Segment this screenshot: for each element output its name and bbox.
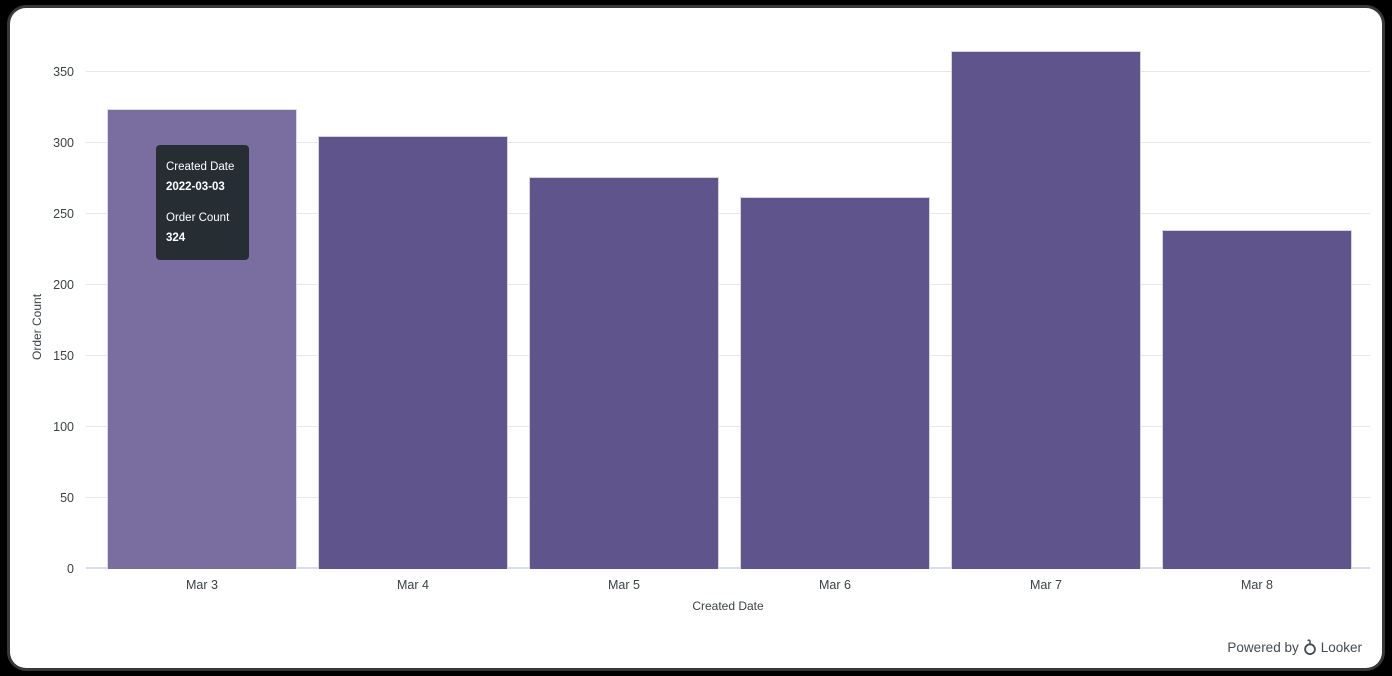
gridline <box>86 284 1370 286</box>
gridline <box>86 355 1370 357</box>
tooltip-field2-label: Order Count <box>166 212 230 224</box>
gridline <box>86 426 1370 428</box>
y-tick-label: 50 <box>60 491 74 506</box>
x-axis-baseline <box>86 567 1370 569</box>
gridline <box>86 497 1370 499</box>
y-tick-label: 100 <box>53 420 74 435</box>
x-tick-label: Mar 5 <box>608 578 640 592</box>
powered-by-looker-link[interactable]: Powered by Looker <box>1227 639 1362 656</box>
x-axis-title: Created Date <box>692 599 764 613</box>
tooltip-field2-value: 324 <box>166 232 186 244</box>
gridline <box>86 71 1370 73</box>
bar-mar-6[interactable] <box>740 197 930 569</box>
chart-card: Order Count 0 50 100 150 200 250 300 350 Mar 3 Ma… <box>10 8 1382 668</box>
gridline <box>86 213 1370 215</box>
looker-brand-text: Looker <box>1320 640 1362 655</box>
x-tick-label: Mar 3 <box>186 578 218 592</box>
plot-area: 0 50 100 150 200 250 300 350 Mar 3 Mar 4 Mar 5 Mar … <box>53 48 1370 592</box>
x-tick-label: Mar 7 <box>1030 578 1062 592</box>
bar-mar-5[interactable] <box>529 177 719 569</box>
tooltip-field1-value: 2022-03-03 <box>166 181 225 193</box>
tooltip: Created Date 2022-03-03 Order Count 324 <box>156 145 249 260</box>
y-tick-label: 0 <box>67 562 74 576</box>
tooltip-spacer <box>166 197 239 208</box>
looker-logo-icon <box>1303 639 1317 656</box>
x-tick-label: Mar 8 <box>1241 578 1273 592</box>
y-tick-label: 250 <box>53 207 74 222</box>
tooltip-field1-label: Created Date <box>166 161 235 173</box>
bar-mar-7[interactable] <box>951 50 1141 569</box>
bar-mar-4[interactable] <box>318 136 508 569</box>
x-tick-label: Mar 6 <box>819 578 851 592</box>
gridline <box>86 142 1370 144</box>
y-tick-label: 300 <box>53 136 74 151</box>
y-tick-label: 350 <box>53 65 74 80</box>
bar-mar-8[interactable] <box>1162 229 1352 569</box>
y-tick-label: 200 <box>53 278 74 293</box>
y-tick-label: 150 <box>53 349 74 364</box>
x-tick-label: Mar 4 <box>397 578 429 592</box>
powered-by-text: Powered by <box>1227 640 1299 655</box>
